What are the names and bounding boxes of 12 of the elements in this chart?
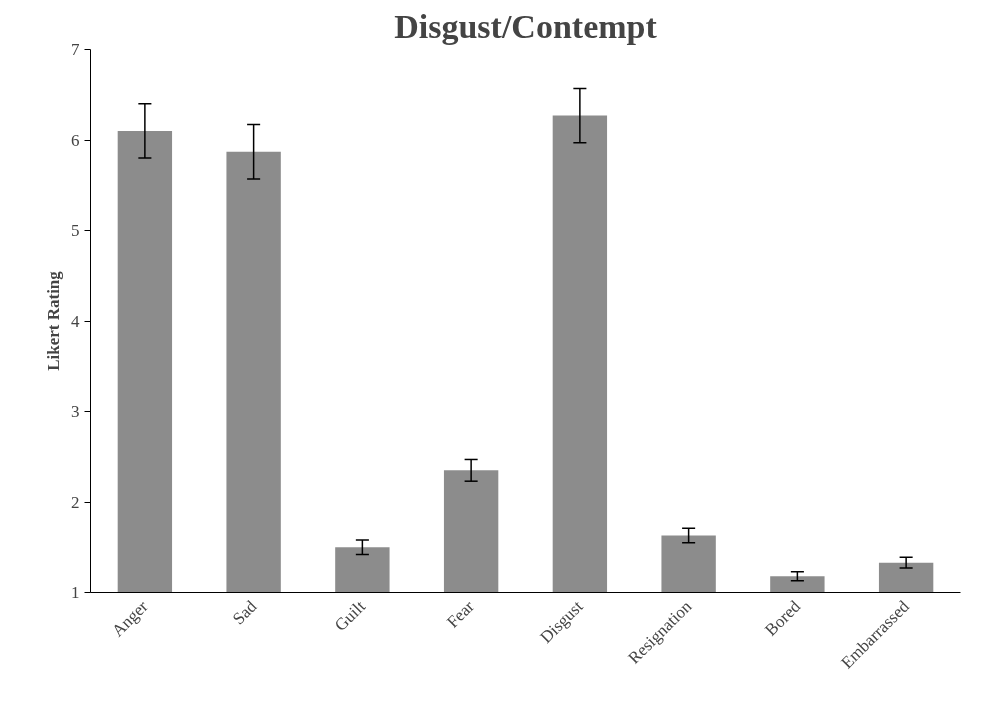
x-tick-label: Fear bbox=[443, 596, 479, 632]
x-tick-label: Sad bbox=[228, 596, 261, 629]
y-tick-label: 7 bbox=[71, 40, 80, 59]
chart-title: Disgust/Contempt bbox=[394, 7, 658, 45]
y-tick-label: 4 bbox=[71, 311, 80, 331]
y-tick-label: 6 bbox=[71, 130, 80, 150]
y-tick-label: 2 bbox=[71, 492, 80, 512]
y-tick-label: 3 bbox=[71, 402, 80, 421]
y-axis-title: Likert Rating bbox=[44, 270, 63, 371]
x-tick-label: Guilt bbox=[330, 596, 370, 635]
y-tick-label: 1 bbox=[71, 583, 80, 602]
y-tick-label: 5 bbox=[71, 221, 80, 240]
